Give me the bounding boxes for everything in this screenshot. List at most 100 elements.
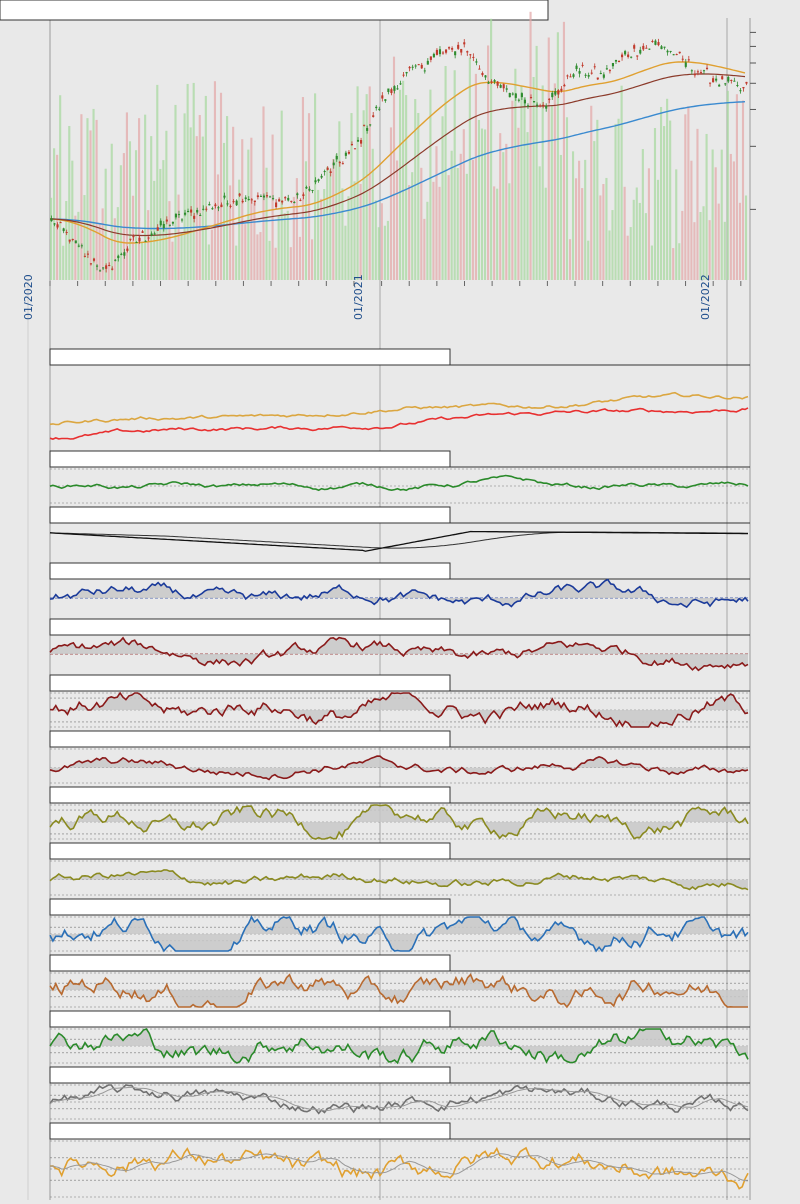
candle-body — [715, 78, 718, 81]
candle-body — [663, 46, 666, 48]
candle-body — [308, 188, 311, 191]
volume-bar — [459, 153, 462, 280]
candle-body — [196, 210, 199, 213]
candle-body — [86, 253, 89, 255]
volume-bar — [720, 149, 723, 280]
volume-bar — [374, 200, 377, 280]
candle-body — [83, 255, 86, 257]
volume-bar — [92, 108, 95, 281]
cumulative-highs-lows-line — [49, 530, 748, 552]
volume-bar — [256, 234, 259, 280]
volume-bar — [329, 169, 332, 280]
volume-bar — [286, 210, 289, 280]
volume-bar — [335, 154, 338, 280]
candle-body — [675, 54, 678, 56]
volume-bar — [262, 106, 265, 280]
volume-bar — [602, 184, 605, 280]
candle-body — [211, 208, 214, 210]
volume-bar — [210, 229, 213, 280]
volume-bar — [207, 244, 210, 280]
candle-body — [74, 240, 77, 244]
volume-bar — [620, 85, 623, 280]
volume-bar — [59, 95, 62, 280]
candle-body — [317, 179, 320, 182]
candle-body — [405, 72, 408, 74]
indicator-fill — [50, 1029, 748, 1063]
volume-bar — [271, 134, 274, 280]
candle-body — [539, 105, 542, 107]
volume-bar — [65, 201, 68, 280]
volume-bar — [711, 149, 714, 280]
candle-body — [162, 223, 165, 229]
candle-body — [293, 201, 296, 203]
volume-bar — [222, 142, 226, 280]
volume-bar — [617, 118, 620, 280]
candle-body — [177, 214, 181, 216]
candle-body — [50, 218, 53, 222]
volume-bar — [596, 119, 599, 280]
candle-body — [338, 161, 341, 164]
panel-title-box — [49, 786, 451, 804]
candle-body — [344, 152, 347, 156]
volume-bar — [408, 185, 411, 280]
volume-bar — [107, 239, 110, 280]
volume-bar — [626, 235, 629, 280]
candle-body — [275, 202, 278, 208]
candle-body — [633, 45, 636, 49]
candle-body — [669, 50, 672, 52]
candle-body — [590, 72, 593, 74]
volume-bar — [568, 239, 572, 280]
candle-body — [575, 65, 578, 70]
volume-bar — [144, 114, 147, 280]
volume-bar — [696, 128, 699, 280]
volume-bar — [735, 94, 738, 280]
volume-bar — [417, 112, 420, 280]
candle-body — [190, 209, 193, 213]
volume-bar — [128, 141, 132, 280]
candle-body — [526, 105, 530, 107]
candle-body — [742, 86, 745, 89]
candle-body — [548, 98, 551, 100]
volume-bar — [517, 127, 520, 280]
candle-body — [411, 66, 414, 68]
volume-bar — [490, 18, 493, 280]
candle-body — [396, 88, 399, 90]
candle-body — [299, 199, 302, 201]
candle-body — [120, 253, 123, 255]
candle-body — [156, 227, 159, 231]
candle-body — [65, 232, 68, 234]
candle-body — [441, 52, 445, 54]
candle-body — [611, 62, 615, 67]
candle-body — [217, 207, 220, 209]
candle-body — [429, 56, 432, 60]
volume-bar — [229, 185, 232, 280]
volume-bar — [238, 179, 241, 280]
indicator-line — [49, 1028, 749, 1065]
volume-bar — [268, 240, 271, 280]
candle-body — [256, 195, 259, 198]
panel-title-box — [49, 506, 451, 524]
candle-body — [511, 93, 514, 95]
volume-bar — [477, 119, 481, 281]
candle-body — [132, 235, 135, 238]
volume-bar — [392, 56, 396, 280]
indicator-line — [49, 578, 749, 609]
candle-body — [95, 265, 99, 267]
volume-bar — [635, 187, 638, 280]
volume-bar — [587, 240, 590, 280]
candle-body — [171, 221, 174, 224]
volume-bar — [556, 32, 559, 281]
candle-body — [329, 171, 332, 173]
candle-body — [502, 84, 505, 89]
volume-bar — [298, 236, 301, 280]
candle-body — [117, 255, 120, 259]
volume-bar — [638, 202, 641, 280]
candle-body — [114, 259, 117, 261]
candle-body — [99, 270, 102, 272]
volume-bar — [226, 116, 229, 280]
volume-bar — [663, 126, 666, 280]
candle-body — [381, 95, 384, 99]
volume-bar — [389, 127, 393, 281]
indicator-line — [49, 915, 749, 953]
volume-bar — [250, 137, 253, 280]
